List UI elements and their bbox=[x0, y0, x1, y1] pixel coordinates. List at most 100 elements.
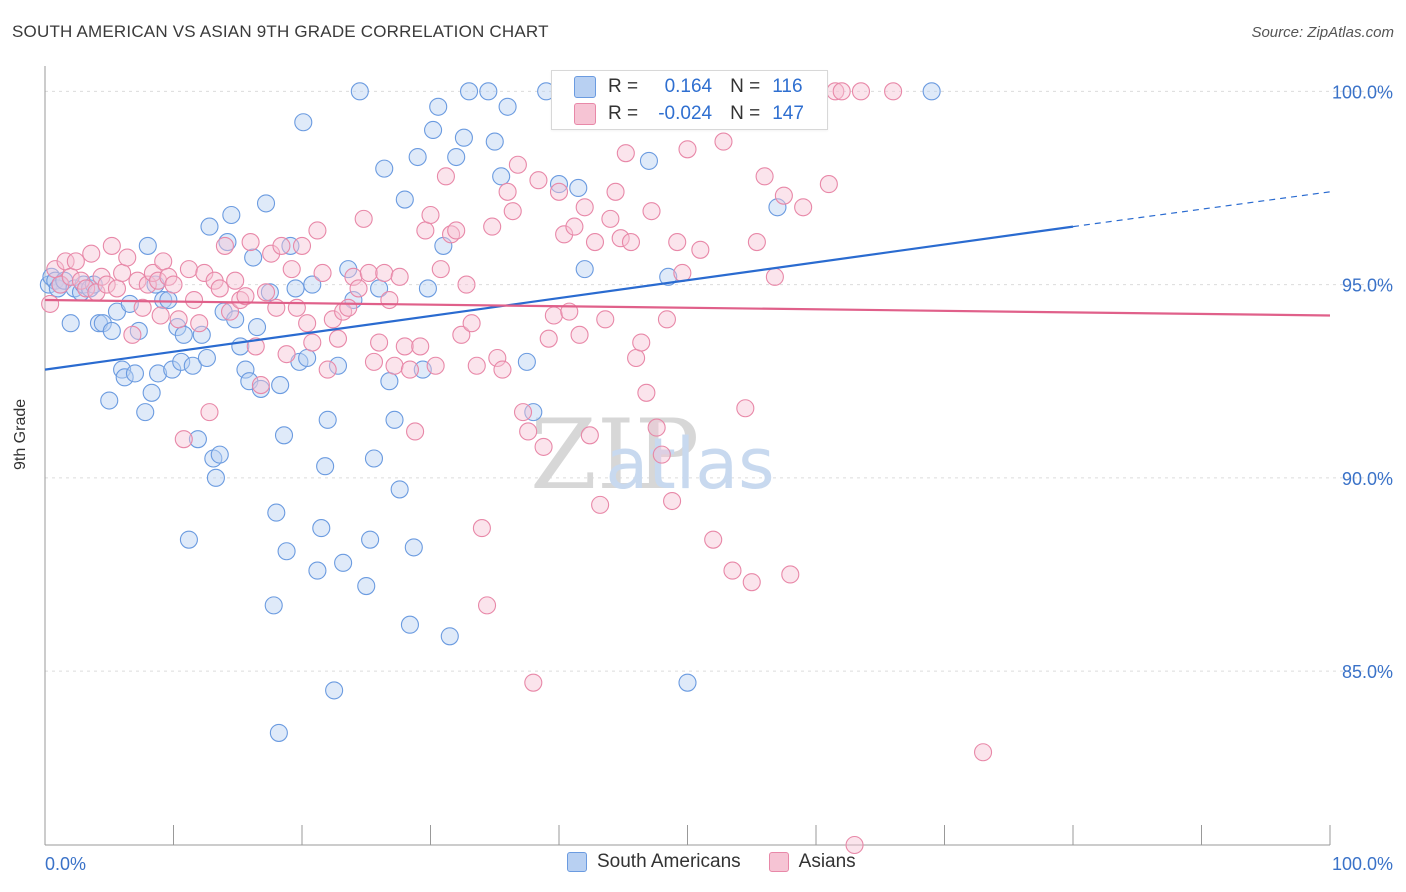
bottom-legend: South Americans Asians bbox=[567, 851, 856, 873]
axes bbox=[44, 66, 1331, 846]
point-south-americans bbox=[549, 175, 569, 194]
point-asians bbox=[185, 290, 204, 310]
point-asians bbox=[503, 202, 522, 221]
point-south-americans bbox=[312, 519, 331, 538]
point-asians bbox=[416, 221, 435, 240]
point-asians bbox=[678, 140, 697, 159]
point-asians bbox=[704, 530, 723, 549]
point-south-americans bbox=[271, 376, 290, 395]
point-south-americans bbox=[179, 530, 198, 549]
point-asians bbox=[477, 596, 497, 615]
point-asians bbox=[354, 209, 373, 228]
y-tick-label: 90.0% bbox=[1342, 469, 1393, 489]
point-south-americans bbox=[188, 430, 207, 449]
point-asians bbox=[77, 279, 96, 298]
point-south-americans bbox=[247, 318, 267, 337]
point-asians bbox=[123, 325, 142, 344]
r-value: 0.164 bbox=[664, 76, 713, 97]
point-asians bbox=[774, 186, 793, 205]
point-asians bbox=[508, 155, 527, 174]
point-south-americans bbox=[328, 356, 348, 375]
point-asians bbox=[647, 418, 666, 437]
point-asians bbox=[513, 403, 533, 422]
point-asians bbox=[747, 233, 766, 252]
point-asians bbox=[113, 263, 132, 283]
point-asians bbox=[637, 383, 656, 402]
legend-item-asians[interactable]: Asians bbox=[768, 851, 856, 873]
point-asians bbox=[411, 337, 430, 356]
point-south-americans bbox=[408, 147, 427, 167]
point-south-americans bbox=[361, 530, 380, 549]
point-asians bbox=[580, 426, 599, 445]
point-asians bbox=[380, 290, 399, 310]
point-asians bbox=[395, 337, 414, 356]
y-tick-label: 100.0% bbox=[1332, 82, 1393, 102]
point-south-americans bbox=[390, 480, 409, 499]
point-south-americans bbox=[308, 561, 327, 580]
point-asians bbox=[118, 248, 137, 267]
point-asians bbox=[195, 263, 214, 283]
point-asians bbox=[549, 182, 569, 201]
stats-legend-box: R = 0.164 N = 116 R = -0.024 N = 147 bbox=[551, 70, 828, 130]
point-south-americans bbox=[440, 627, 459, 646]
point-asians bbox=[51, 275, 70, 294]
point-asians bbox=[627, 348, 646, 368]
point-asians bbox=[107, 279, 127, 298]
point-south-americans bbox=[424, 120, 443, 140]
point-south-americans bbox=[429, 97, 448, 116]
point-south-americans bbox=[260, 283, 279, 302]
point-south-americans bbox=[267, 503, 286, 522]
point-asians bbox=[272, 236, 291, 255]
point-asians bbox=[400, 360, 419, 379]
point-asians bbox=[406, 422, 425, 441]
point-asians bbox=[832, 82, 851, 101]
point-asians bbox=[174, 430, 193, 449]
point-south-americans bbox=[269, 723, 288, 742]
point-asians bbox=[736, 399, 755, 418]
point-asians bbox=[298, 314, 317, 333]
tick-labels: 100.0% 95.0% 90.0% 85.0% 0.0% 100.0% bbox=[45, 82, 1393, 874]
chart-title: SOUTH AMERICAN VS ASIAN 9TH GRADE CORREL… bbox=[12, 22, 549, 41]
point-asians bbox=[282, 260, 301, 279]
y-tick-label: 85.0% bbox=[1342, 662, 1393, 682]
point-asians bbox=[673, 263, 692, 283]
point-south-americans bbox=[524, 403, 543, 422]
point-asians bbox=[819, 175, 838, 194]
point-south-americans bbox=[375, 159, 394, 178]
point-asians bbox=[591, 495, 610, 514]
point-south-americans bbox=[385, 410, 404, 429]
n-label: N = bbox=[730, 103, 761, 124]
point-south-americans bbox=[400, 615, 419, 634]
point-south-americans bbox=[256, 194, 276, 213]
point-south-americans bbox=[100, 391, 119, 410]
point-asians bbox=[488, 348, 507, 368]
point-asians bbox=[447, 221, 466, 240]
point-south-americans bbox=[159, 290, 178, 310]
point-south-americans bbox=[418, 279, 437, 298]
point-asians bbox=[570, 325, 589, 344]
point-south-americans bbox=[922, 82, 941, 101]
point-asians bbox=[226, 271, 245, 290]
point-asians bbox=[370, 333, 389, 352]
point-asians bbox=[616, 144, 635, 163]
point-asians bbox=[642, 202, 661, 221]
point-asians bbox=[66, 252, 85, 271]
point-asians bbox=[539, 329, 558, 348]
x-tick-label: 0.0% bbox=[45, 854, 86, 874]
point-asians bbox=[246, 337, 265, 356]
point-asians bbox=[845, 835, 864, 855]
point-south-americans bbox=[172, 352, 191, 371]
point-asians bbox=[251, 376, 270, 395]
point-south-americans bbox=[334, 553, 353, 572]
point-south-americans bbox=[316, 457, 335, 476]
source-credit: Source: ZipAtlas.com bbox=[1251, 24, 1394, 41]
trend-asians bbox=[44, 298, 1331, 317]
point-asians bbox=[723, 561, 742, 580]
point-asians bbox=[452, 325, 471, 344]
point-asians bbox=[241, 233, 260, 252]
point-south-americans bbox=[174, 325, 193, 344]
point-asians bbox=[601, 209, 620, 228]
point-asians bbox=[657, 310, 676, 329]
r-value: -0.024 bbox=[658, 103, 713, 124]
legend-item-south-americans[interactable]: South Americans bbox=[567, 851, 741, 873]
